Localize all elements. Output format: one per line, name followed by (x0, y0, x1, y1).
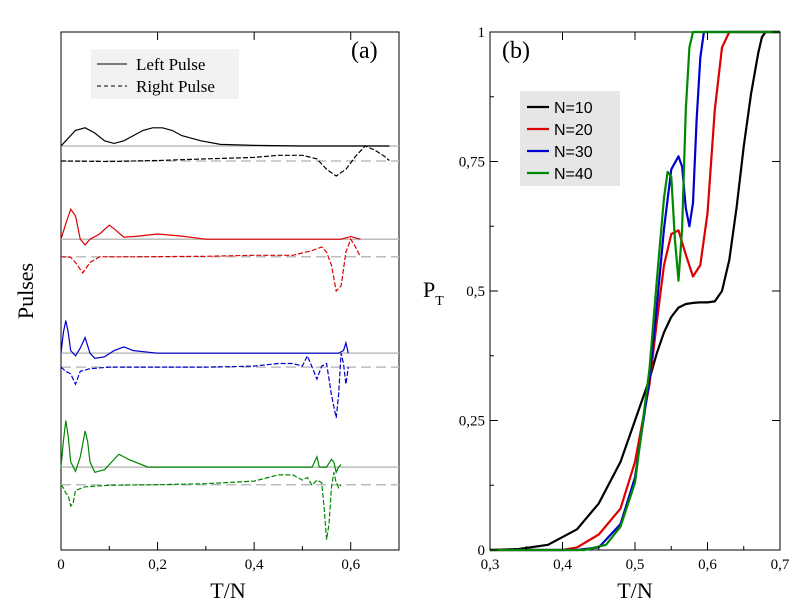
legend-left-pulse-label: Left Pulse (136, 55, 205, 74)
panel-b-ylabel-sub: T (435, 294, 444, 309)
pulse-right-line-N10 (60, 145, 390, 177)
legend-label-N20: N=20 (554, 122, 593, 139)
legend-label-N40: N=40 (554, 166, 593, 183)
panel-b-legend: N=10 N=20 N=30 N=40 (520, 91, 620, 186)
legend-right-pulse-label: Right Pulse (136, 77, 215, 96)
panel-a: 0 0,2 0,4 0,6 (a) T/N Pulses Left Pulse Rig… (13, 31, 400, 603)
panel-a-legend: Left Pulse Right Pulse (91, 49, 239, 99)
panel-b-label: (b) (502, 38, 530, 64)
panel-b-xtick-label: 0,3 (481, 557, 500, 573)
panel-b-ytick-label: 0 (478, 543, 486, 559)
panel-b-xtick-label: 0,4 (553, 557, 572, 573)
panel-a-ylabel: Pulses (13, 263, 38, 319)
panel-a-xtick-label: 0 (57, 557, 65, 573)
pt-line-N10 (489, 30, 780, 552)
legend-label-N10: N=10 (554, 100, 593, 117)
panel-a-label: (a) (351, 38, 378, 64)
panel-b: 0,3 0,4 0,5 0,6 0,700,250,50,751 (b) T/N PT … (423, 25, 790, 603)
pt-line-N40 (490, 30, 780, 552)
panel-a-frame (60, 31, 400, 551)
legend-label-N30: N=30 (554, 144, 593, 161)
panel-b-ytick-label: 0,5 (466, 284, 485, 300)
pulse-left-line-N20 (60, 207, 361, 246)
panel-b-ytick-label: 1 (478, 25, 486, 41)
pulse-left-line-N40 (60, 420, 342, 475)
panel-b-ytick-label: 0,25 (459, 414, 485, 430)
panel-b-xtick-label: 0,6 (698, 557, 717, 573)
panel-a-xlabel: T/N (210, 578, 246, 603)
pulse-left-line-N30 (60, 320, 349, 359)
pulse-right-line-N20 (60, 237, 361, 293)
pt-line-N30 (490, 30, 780, 552)
panel-a-xtick-label: 0,4 (245, 557, 264, 573)
panel-b-ylabel: PT (423, 277, 444, 309)
panel-a-legend-box (91, 49, 239, 99)
panel-b-xtick-label: 0,5 (626, 557, 645, 573)
panel-b-ytick-label: 0,75 (459, 155, 485, 171)
panel-b-xlabel: T/N (617, 578, 653, 603)
pulse-right-line-N40 (60, 472, 342, 540)
pulse-left-line-N10 (60, 127, 390, 147)
panel-b-ylabel-main: P (423, 277, 435, 302)
panel-b-xtick-label: 0,7 (771, 557, 790, 573)
pulse-right-line-N30 (60, 353, 349, 419)
panel-a-xtick-label: 0,2 (148, 557, 167, 573)
panel-a-xtick-label: 0,6 (341, 557, 360, 573)
pt-line-N20 (490, 30, 780, 552)
